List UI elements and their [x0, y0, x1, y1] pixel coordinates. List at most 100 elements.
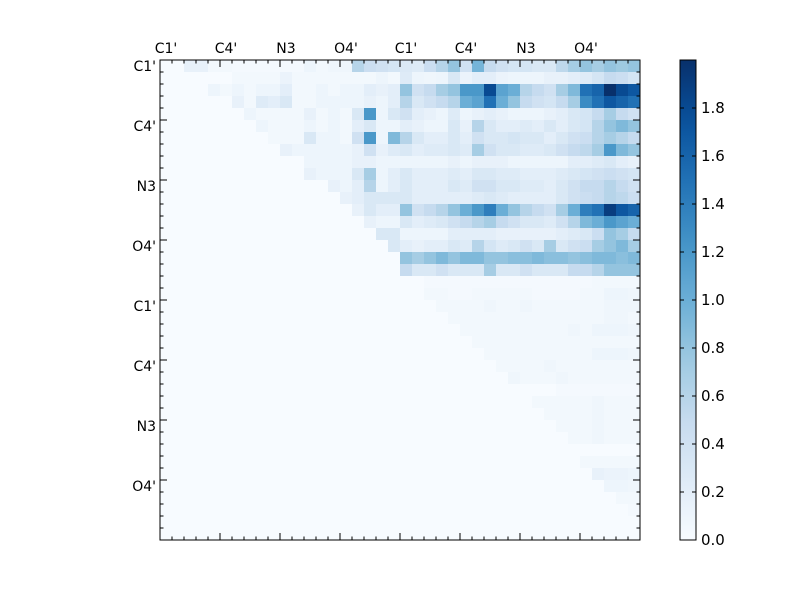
heatmap-cell	[532, 324, 545, 337]
heatmap-cell	[544, 120, 557, 133]
heatmap-cell	[604, 216, 617, 229]
heatmap-cell	[556, 336, 569, 349]
heatmap-cell	[472, 96, 485, 109]
heatmap-cell	[520, 396, 533, 409]
heatmap-cell	[556, 216, 569, 229]
heatmap-cell	[520, 96, 533, 109]
heatmap-cell	[544, 84, 557, 97]
heatmap-cell	[592, 60, 605, 73]
heatmap-cell	[400, 264, 413, 277]
heatmap-cell	[604, 444, 617, 457]
heatmap-cell	[208, 216, 221, 229]
heatmap-cell	[508, 372, 521, 385]
heatmap-cell	[232, 72, 245, 85]
heatmap-cell	[304, 372, 317, 385]
heatmap-cell	[496, 516, 509, 529]
heatmap-cell	[544, 348, 557, 361]
heatmap-cell	[556, 276, 569, 289]
heatmap-cell	[616, 336, 629, 349]
heatmap-cell	[520, 132, 533, 145]
heatmap-cell	[160, 348, 173, 361]
heatmap-cell	[556, 84, 569, 97]
heatmap-cell	[604, 348, 617, 361]
heatmap-cell	[172, 72, 185, 85]
heatmap-cell	[604, 144, 617, 157]
heatmap-cell	[352, 108, 365, 121]
heatmap-cell	[472, 264, 485, 277]
heatmap-cell	[244, 468, 257, 481]
heatmap-cell	[256, 288, 269, 301]
heatmap-cell	[448, 96, 461, 109]
heatmap-cell	[196, 504, 209, 517]
heatmap-cell	[364, 156, 377, 169]
heatmap-cell	[256, 516, 269, 529]
heatmap-cell	[244, 324, 257, 337]
heatmap-cell	[484, 420, 497, 433]
heatmap-cell	[544, 264, 557, 277]
heatmap-cell	[616, 492, 629, 505]
heatmap-cell	[412, 72, 425, 85]
heatmap-cell	[280, 180, 293, 193]
heatmap-cell	[616, 180, 629, 193]
heatmap-cell	[532, 288, 545, 301]
heatmap-cell	[280, 192, 293, 205]
heatmap-cell	[436, 372, 449, 385]
heatmap-cell	[544, 324, 557, 337]
heatmap-cell	[412, 420, 425, 433]
heatmap-cell	[580, 180, 593, 193]
heatmap-cell	[388, 120, 401, 133]
heatmap-cell	[556, 312, 569, 325]
heatmap-cell	[196, 300, 209, 313]
heatmap-cell	[184, 336, 197, 349]
heatmap-cell	[472, 444, 485, 457]
heatmap-cell	[424, 528, 437, 541]
heatmap-cell	[616, 228, 629, 241]
heatmap-cell	[340, 348, 353, 361]
heatmap-cell	[592, 516, 605, 529]
heatmap-cell	[340, 264, 353, 277]
heatmap-cell	[568, 324, 581, 337]
heatmap-cell	[556, 168, 569, 181]
heatmap-cell	[184, 216, 197, 229]
heatmap-cell	[304, 420, 317, 433]
heatmap-cell	[256, 216, 269, 229]
heatmap-cell	[184, 252, 197, 265]
heatmap-cell	[592, 432, 605, 445]
heatmap-cell	[508, 300, 521, 313]
heatmap-cell	[580, 444, 593, 457]
heatmap-cell	[364, 144, 377, 157]
heatmap-cell	[268, 480, 281, 493]
heatmap-cell	[616, 396, 629, 409]
heatmap-cell	[172, 84, 185, 97]
x-tick-label: N3	[516, 41, 535, 57]
heatmap-cell	[400, 132, 413, 145]
heatmap-cell	[256, 204, 269, 217]
heatmap-cell	[628, 444, 641, 457]
heatmap-cell	[448, 144, 461, 157]
heatmap-cell	[544, 336, 557, 349]
heatmap-cell	[352, 120, 365, 133]
heatmap-cell	[196, 84, 209, 97]
heatmap-cell	[268, 432, 281, 445]
heatmap-cell	[280, 252, 293, 265]
heatmap-cell	[316, 516, 329, 529]
heatmap-cell	[496, 132, 509, 145]
heatmap-cell	[208, 492, 221, 505]
heatmap-cell	[556, 144, 569, 157]
heatmap-cell	[376, 468, 389, 481]
heatmap-cell	[592, 420, 605, 433]
heatmap-cell	[172, 60, 185, 73]
heatmap-cell	[244, 528, 257, 541]
heatmap-cell	[628, 60, 641, 73]
heatmap-cell	[280, 120, 293, 133]
heatmap-cell	[256, 312, 269, 325]
heatmap-cell	[388, 72, 401, 85]
heatmap-cell	[160, 396, 173, 409]
heatmap-cell	[304, 360, 317, 373]
heatmap-cell	[184, 396, 197, 409]
heatmap-cell	[400, 240, 413, 253]
heatmap-cell	[388, 96, 401, 109]
heatmap-cell	[292, 468, 305, 481]
heatmap-cell	[364, 264, 377, 277]
heatmap-cell	[232, 228, 245, 241]
